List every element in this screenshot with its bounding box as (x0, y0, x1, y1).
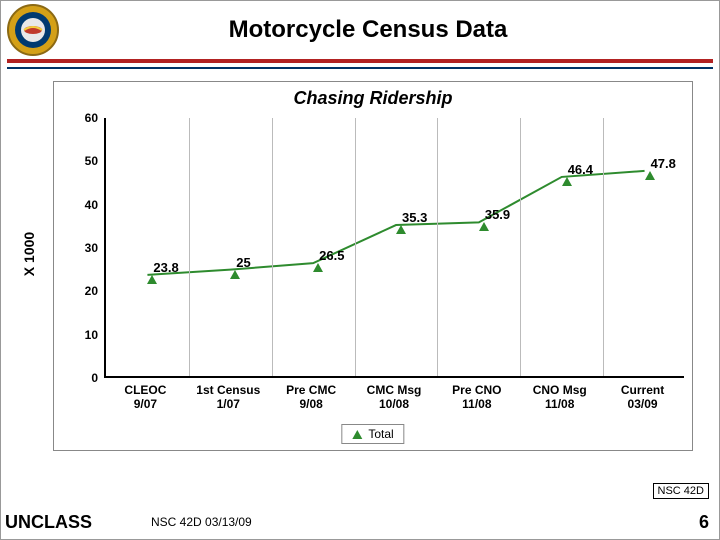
x-tick-label: CLEOC9/07 (106, 384, 184, 412)
series-line (106, 118, 686, 378)
classification-label: UNCLASS (5, 512, 92, 533)
gridline-vertical (355, 118, 356, 376)
data-label: 25 (236, 255, 250, 270)
gridline-vertical (437, 118, 438, 376)
footer-badge: NSC 42D (653, 483, 709, 499)
chart-container: Chasing Ridership 23.8 25 26.5 35.3 35.9 46.4… (53, 81, 693, 451)
gridline-vertical (189, 118, 190, 376)
gridline-vertical (520, 118, 521, 376)
chart-title: Chasing Ridership (54, 88, 692, 109)
data-label: 46.4 (568, 162, 593, 177)
plot-area: 23.8 25 26.5 35.3 35.9 46.4 47.8 (104, 118, 684, 378)
data-label: 47.8 (651, 156, 676, 171)
data-label: 26.5 (319, 248, 344, 263)
y-tick-label: 0 (91, 371, 98, 385)
legend: Total (341, 424, 404, 444)
y-tick-label: 10 (85, 328, 98, 342)
legend-label: Total (368, 427, 393, 441)
header-rule-secondary (7, 67, 713, 69)
y-tick-label: 40 (85, 198, 98, 212)
y-tick-label: 60 (85, 111, 98, 125)
x-tick-label: Pre CNO11/08 (438, 384, 516, 412)
data-label: 23.8 (153, 260, 178, 275)
naval-safety-center-emblem (7, 4, 59, 56)
legend-marker (352, 430, 362, 439)
x-tick-label: Current03/09 (604, 384, 682, 412)
gridline-vertical (603, 118, 604, 376)
y-tick-label: 50 (85, 154, 98, 168)
footer-mid: NSC 42D 03/13/09 (151, 515, 252, 529)
data-label: 35.3 (402, 210, 427, 225)
page-number: 6 (699, 512, 709, 533)
header-rule-primary (7, 59, 713, 63)
y-tick-label: 30 (85, 241, 98, 255)
x-tick-label: CMC Msg10/08 (355, 384, 433, 412)
page-title: Motorcycle Census Data (69, 16, 719, 44)
y-tick-label: 20 (85, 284, 98, 298)
y-axis-outer-label: X 1000 (21, 232, 37, 276)
x-tick-label: Pre CMC9/08 (272, 384, 350, 412)
x-tick-label: CNO Msg11/08 (521, 384, 599, 412)
x-tick-label: 1st Census1/07 (189, 384, 267, 412)
data-label: 35.9 (485, 207, 510, 222)
gridline-vertical (272, 118, 273, 376)
